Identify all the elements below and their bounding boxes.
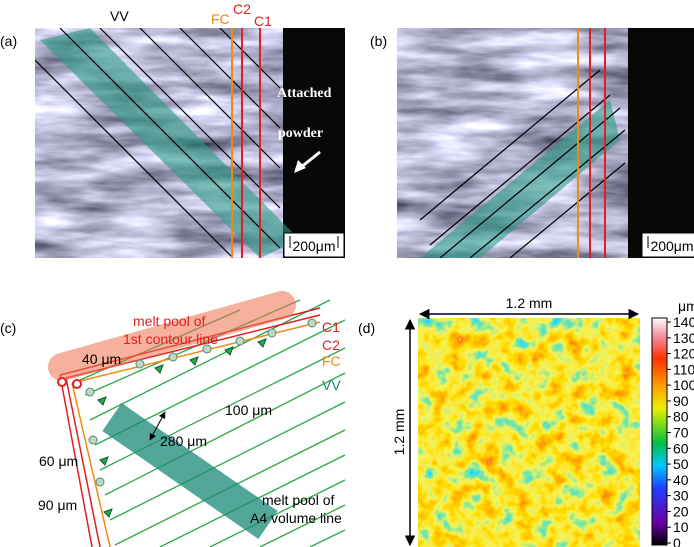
colorbar-tick-label: 30 bbox=[673, 488, 689, 504]
dimension: 280 μm bbox=[160, 433, 207, 449]
colorbar-tick-label: 10 bbox=[673, 519, 689, 535]
dimension: 100 μm bbox=[225, 402, 272, 418]
scale-bar: 200μm bbox=[650, 238, 693, 254]
scale-bar-box bbox=[641, 232, 694, 258]
scale-bar-box bbox=[283, 232, 345, 258]
colorbar-tick-label: 90 bbox=[673, 393, 689, 409]
line-label: C1 bbox=[322, 319, 340, 335]
dimension: 40 μm bbox=[82, 351, 121, 367]
micrograph-b bbox=[397, 28, 694, 258]
colorbar-tick-label: 40 bbox=[673, 472, 689, 488]
dimension: 90 μm bbox=[38, 497, 77, 513]
panel-label: (c) bbox=[0, 320, 16, 336]
micrograph-a bbox=[35, 28, 345, 258]
melt-pool-label: melt pool of bbox=[133, 313, 205, 329]
colorbar-tick-label: 20 bbox=[673, 503, 689, 519]
line-label: C2 bbox=[233, 1, 251, 17]
annotation: Attached bbox=[277, 86, 332, 101]
colorbar-tick-label: 130 bbox=[673, 330, 694, 346]
colorbar-tick-label: 70 bbox=[673, 425, 689, 441]
annotation: powder bbox=[278, 126, 323, 141]
colorbar-tick-label: 100 bbox=[673, 377, 694, 393]
height-map bbox=[418, 318, 640, 547]
panel-label: (b) bbox=[370, 33, 387, 49]
colorbar-tick-label: 60 bbox=[673, 440, 689, 456]
colorbar-tick-label: 110 bbox=[673, 361, 694, 377]
melt-pool-label: 1st contour line bbox=[123, 331, 218, 347]
dimension: 60 μm bbox=[39, 453, 78, 469]
panel-label: (d) bbox=[358, 320, 375, 336]
height-label: 1.2 mm bbox=[391, 409, 407, 456]
line-label: VV bbox=[110, 8, 129, 24]
line-label: FC bbox=[211, 11, 230, 27]
colorbar-tick-label: 140 bbox=[673, 314, 694, 330]
colorbar-tick-label: 0 bbox=[673, 535, 681, 547]
line-label: C1 bbox=[254, 13, 272, 29]
melt-pool-label: A4 volume line bbox=[250, 510, 342, 526]
line-label: FC bbox=[322, 353, 341, 369]
width-label: 1.2 mm bbox=[506, 295, 553, 311]
melt-pool-label: melt pool of bbox=[262, 492, 334, 508]
colorbar bbox=[651, 317, 668, 546]
colorbar-tick-label: 80 bbox=[673, 409, 689, 425]
schematic bbox=[48, 291, 346, 547]
line-label: VV bbox=[322, 377, 341, 393]
colorbar-tick-label: 120 bbox=[673, 346, 694, 362]
colorbar-unit: μm bbox=[678, 298, 694, 314]
arrow bbox=[299, 150, 321, 170]
colorbar-tick-label: 50 bbox=[673, 456, 689, 472]
scale-bar: 200μm bbox=[292, 238, 335, 254]
panel-label: (a) bbox=[0, 33, 17, 49]
line-label: C2 bbox=[322, 337, 340, 353]
arrow-head bbox=[294, 160, 306, 173]
